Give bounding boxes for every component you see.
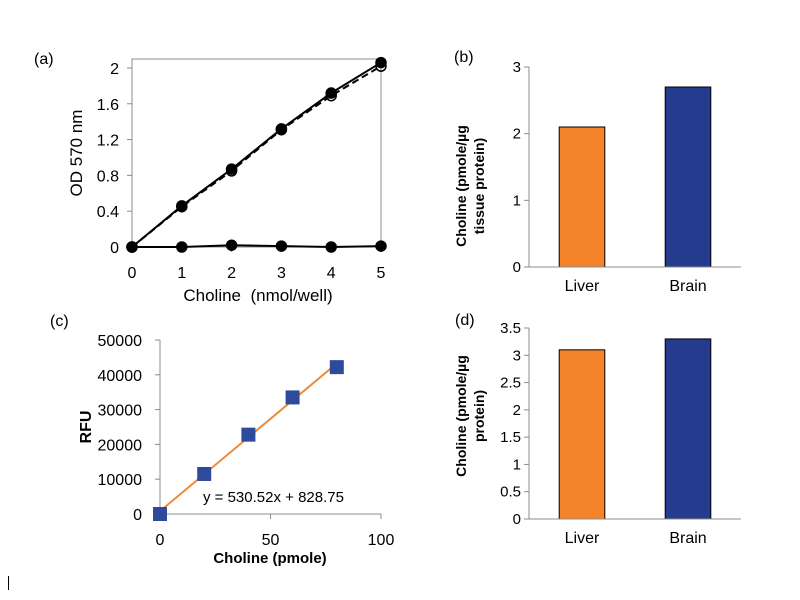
panel-b-y-tick-label: 1: [513, 192, 521, 209]
panel-b-category-label: Liver: [565, 278, 600, 295]
panel-a-y-tick-label: 1.2: [97, 133, 119, 150]
panel-d-y-axis-label-line2: protein): [471, 390, 487, 442]
panel-c-point: [197, 466, 212, 481]
panel-d-y-tick-label: 0.5: [500, 484, 521, 501]
panel-a-y-tick-label: 2: [110, 61, 119, 78]
panel-d-y-tick-label: 2.5: [500, 375, 521, 392]
panel-a-label: (a): [34, 51, 54, 68]
text-cursor-mark: [8, 576, 9, 590]
panel-a-blank-line: [132, 244, 382, 249]
panel-a-blank-point: [325, 241, 337, 253]
panel-c-point: [329, 360, 344, 375]
panel-d-category-label: Liver: [565, 530, 600, 547]
panel-a-y-tick-label: 0: [110, 240, 119, 257]
panel-c-y-tick-label: 50000: [98, 333, 143, 350]
panel-a-blank-point: [126, 241, 138, 253]
panel-a-x-tick-label: 2: [227, 265, 236, 282]
panel-d-y-axis-label-group: Choline (pmole/µg protein): [453, 355, 487, 477]
panel-c-points: [153, 360, 344, 521]
panel-c-label: (c): [50, 313, 69, 330]
panel-b-bars: [558, 86, 712, 268]
panel-b-y-ticks: 0 1 2 3: [513, 59, 530, 276]
panel-d-y-tick-label: 2: [513, 402, 521, 419]
panel-d-label: (d): [455, 312, 475, 329]
panel-c-y-axis-label: RFU: [78, 411, 95, 444]
panel-b-label: (b): [454, 49, 474, 66]
panel-a-standard-open-point: [176, 200, 188, 213]
panel-a-x-tick-label: 5: [377, 265, 386, 282]
panel-a-standard-open-line: [131, 65, 382, 248]
panel-c-x-ticks: 0 50 100: [156, 514, 395, 549]
panel-b: (b) 0 1 2 3 Liver Brain Choline (pmole/µg ti…: [453, 49, 741, 295]
panel-a-standard-open-point: [375, 60, 387, 72]
panel-d-y-tick-label: 0: [513, 511, 521, 528]
panel-d-category-label: Brain: [669, 530, 706, 547]
panel-a-y-tick-label: 1.6: [97, 97, 119, 114]
panel-c-y-tick-label: 10000: [98, 472, 143, 489]
panel-a-x-tick-label: 4: [327, 265, 336, 282]
panel-a-x-tick-label: 0: [128, 265, 137, 282]
panel-a-y-axis-label: OD 570 nm: [67, 110, 86, 197]
panel-a-series: [126, 56, 387, 253]
panel-d-bar-liver: [558, 349, 606, 520]
panel-b-y-axis-label-line1: Choline (pmole/µg: [453, 125, 469, 247]
panel-c-y-tick-label: 40000: [98, 368, 143, 385]
panel-d-y-tick-label: 3: [513, 347, 521, 364]
panel-c-x-tick-label: 50: [262, 532, 280, 549]
panel-c-x-tick-label: 100: [368, 532, 395, 549]
panel-b-y-tick-label: 0: [513, 259, 521, 276]
panel-b-y-axis-label-group: Choline (pmole/µg tissue protein): [453, 125, 487, 247]
panel-b-y-tick-label: 2: [513, 126, 521, 143]
panel-a-blank-point: [275, 240, 288, 252]
panel-d-y-axis-label-line1: Choline (pmole/µg: [453, 355, 469, 477]
panel-a-y-tick-label: 0.4: [97, 204, 119, 221]
panel-d-y-tick-label: 1: [513, 456, 521, 473]
panel-a-standard-filled-line: [131, 61, 382, 248]
panel-a: (a) 0 0.4 0.8 1.2 1.6 2 0 1 2 3 4 5 Choline (nmol/…: [34, 51, 387, 305]
panel-a-blank-point: [176, 241, 188, 253]
panel-d-y-tick-label: 1.5: [500, 429, 521, 446]
panel-a-x-tick-label: 3: [277, 265, 286, 282]
panel-d: (d) 0 0.5 1 1.5 2 2.5 3 3.5 Liver Brain Choline …: [453, 312, 741, 547]
panel-a-y-ticks: 0 0.4 0.8 1.2 1.6 2: [97, 61, 132, 257]
panel-c-y-tick-label: 30000: [98, 403, 143, 420]
panel-a-standard-open-point: [325, 89, 337, 102]
panel-c-x-tick-label: 0: [156, 532, 165, 549]
panel-c-y-ticks: 0 10000 20000 30000 40000 50000: [98, 333, 160, 524]
panel-c-trendline-equation: y = 530.52x + 828.75: [203, 489, 344, 506]
panel-a-y-tick-label: 0.8: [97, 168, 119, 185]
panel-b-y-tick-label: 3: [513, 59, 521, 76]
panel-a-standard-open-point: [275, 123, 288, 136]
panel-a-blank-point: [225, 239, 238, 251]
panel-b-category-labels: Liver Brain: [565, 278, 707, 295]
panel-c-point: [153, 507, 167, 521]
panel-c-point: [241, 427, 256, 442]
panel-c: (c) 0 10000 20000 30000 40000 50000 0 50 100 y …: [50, 313, 394, 567]
panel-b-bar-brain: [664, 86, 712, 268]
panel-a-x-axis-label: Choline (nmol/well): [183, 286, 332, 305]
panel-c-point: [285, 390, 300, 405]
panel-a-x-ticks: 0 1 2 3 4 5: [128, 247, 386, 282]
panel-c-y-tick-label: 0: [133, 507, 142, 524]
panel-d-category-labels: Liver Brain: [565, 530, 707, 547]
panel-a-frame: [131, 58, 382, 248]
panel-c-x-axis-label: Choline (pmole): [213, 550, 326, 567]
panel-b-category-label: Brain: [669, 278, 706, 295]
panel-a-x-tick-label: 1: [177, 265, 186, 282]
panel-d-bars: [558, 338, 712, 520]
panel-a-standard-open-point: [225, 165, 238, 177]
panel-b-bar-liver: [558, 126, 606, 268]
panel-a-standard-filled-point: [375, 56, 387, 69]
panel-d-y-tick-label: 3.5: [500, 320, 521, 337]
panel-d-bar-brain: [664, 338, 712, 520]
panel-b-y-axis-label-line2: tissue protein): [471, 138, 487, 234]
panel-a-blank-point: [375, 240, 387, 252]
panel-d-y-ticks: 0 0.5 1 1.5 2 2.5 3 3.5: [500, 320, 530, 528]
panel-c-y-tick-label: 20000: [98, 437, 143, 454]
